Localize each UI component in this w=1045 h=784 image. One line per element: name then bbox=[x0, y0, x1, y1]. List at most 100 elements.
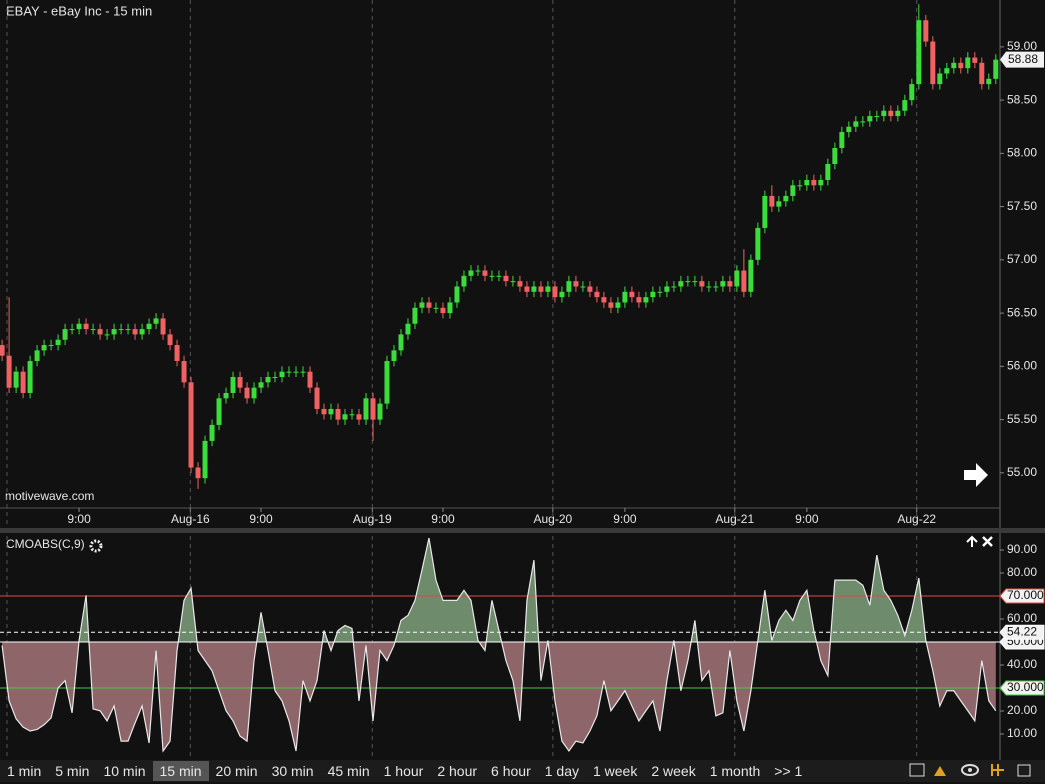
candle-body bbox=[90, 329, 96, 331]
candle-body bbox=[832, 148, 838, 165]
candle-body bbox=[573, 281, 579, 287]
candle-body bbox=[188, 382, 194, 468]
candle-body bbox=[349, 414, 355, 416]
candle-body bbox=[860, 121, 866, 123]
y-tick-label: 55.00 bbox=[1007, 465, 1037, 479]
settings-icon[interactable] bbox=[89, 539, 103, 553]
icon[interactable] bbox=[934, 765, 946, 776]
timeframe-button[interactable]: 6 hour bbox=[491, 763, 531, 779]
candle-body bbox=[69, 329, 75, 331]
candle-body bbox=[447, 302, 453, 314]
x-tick-label: 9:00 bbox=[67, 512, 91, 526]
x-tick-label: Aug-20 bbox=[533, 512, 572, 526]
x-tick-label: 9:00 bbox=[795, 512, 819, 526]
icon[interactable] bbox=[1017, 764, 1031, 776]
icon[interactable] bbox=[991, 763, 1004, 776]
candle-body bbox=[909, 84, 915, 101]
candle-body bbox=[202, 440, 208, 479]
candle-body bbox=[195, 467, 201, 479]
watermark: motivewave.com bbox=[5, 489, 94, 503]
y-tick-label: 58.50 bbox=[1007, 92, 1037, 106]
timeframe-button[interactable]: 15 min bbox=[152, 761, 209, 781]
candle-body bbox=[790, 185, 796, 196]
candle-body bbox=[517, 281, 523, 287]
candle-body bbox=[755, 227, 761, 260]
candle-body bbox=[580, 286, 586, 288]
candle-body bbox=[356, 414, 362, 420]
candle-body bbox=[524, 286, 530, 292]
candle-body bbox=[692, 281, 698, 283]
y-tick-label: 59.00 bbox=[1007, 39, 1037, 53]
timeframe-button[interactable]: 10 min bbox=[103, 763, 146, 779]
candle-body bbox=[62, 329, 68, 340]
timeframe-button[interactable]: 5 min bbox=[55, 763, 90, 779]
candle-body bbox=[286, 371, 292, 373]
timeframe-button[interactable]: 30 min bbox=[271, 763, 314, 779]
timeframe-button[interactable]: 1 month bbox=[709, 763, 761, 779]
price-marker bbox=[1000, 51, 1044, 68]
candle-body bbox=[174, 345, 180, 362]
candle-body bbox=[237, 377, 243, 388]
candle-body bbox=[258, 382, 264, 388]
timeframe-button[interactable]: 1 hour bbox=[383, 763, 424, 779]
icon[interactable] bbox=[909, 763, 925, 776]
x-tick-label: 9:00 bbox=[249, 512, 273, 526]
candle-body bbox=[678, 281, 684, 287]
candle-body bbox=[146, 323, 152, 330]
area-below bbox=[2, 642, 996, 752]
icons[interactable] bbox=[908, 761, 1038, 779]
candle-body bbox=[888, 110, 894, 117]
candle-body bbox=[419, 302, 425, 308]
candle-body bbox=[734, 270, 740, 287]
candle-body bbox=[76, 323, 82, 330]
close-icon[interactable] bbox=[982, 536, 993, 547]
more-button[interactable]: >> 1 bbox=[774, 763, 803, 779]
timeframe-button[interactable]: 2 week bbox=[651, 763, 696, 779]
candle-body bbox=[720, 281, 726, 287]
candle-body bbox=[132, 329, 138, 335]
candle-body bbox=[118, 329, 124, 331]
toolbar-icons bbox=[901, 759, 1045, 784]
candle-body bbox=[944, 68, 950, 74]
timeframe-button[interactable]: 45 min bbox=[327, 763, 370, 779]
timeframe-button[interactable]: 1 day bbox=[544, 763, 579, 779]
timeframe-button[interactable]: 20 min bbox=[215, 763, 258, 779]
panel-divider bbox=[0, 528, 1045, 533]
candle-body bbox=[608, 302, 614, 308]
candle-body bbox=[923, 20, 929, 42]
candle-body bbox=[846, 126, 852, 133]
candle-body bbox=[167, 334, 173, 346]
x-tick-label: 9:00 bbox=[431, 512, 455, 526]
candle-body bbox=[41, 345, 47, 351]
candle-body bbox=[244, 387, 250, 399]
candle-body bbox=[6, 355, 12, 388]
candle-body bbox=[55, 339, 61, 346]
candle-body bbox=[818, 179, 824, 186]
average-line-label: 54.22 bbox=[1007, 624, 1037, 638]
scroll-arrow[interactable] bbox=[964, 463, 988, 487]
candle-body bbox=[125, 329, 131, 331]
candle-body bbox=[510, 281, 516, 283]
timeframe-button[interactable]: 1 min bbox=[7, 763, 42, 779]
last-price-label: 58.88 bbox=[1008, 52, 1038, 66]
candle-body bbox=[741, 270, 747, 292]
y-tick-label: 80.00 bbox=[1007, 565, 1037, 579]
candle-body bbox=[685, 281, 691, 283]
candle-body bbox=[587, 286, 593, 292]
icon[interactable] bbox=[961, 763, 979, 776]
timeframe-button[interactable]: 2 hour bbox=[437, 763, 478, 779]
candle-body bbox=[650, 291, 656, 298]
candle-body bbox=[370, 398, 376, 420]
candle-body bbox=[300, 371, 306, 373]
move-up-icon[interactable] bbox=[966, 535, 978, 547]
timeframe-button[interactable]: 1 week bbox=[592, 763, 638, 779]
candle-body bbox=[209, 424, 215, 441]
candle-body bbox=[223, 392, 229, 399]
chart-title: EBAY - eBay Inc - 15 min bbox=[6, 3, 152, 18]
candle-body bbox=[552, 286, 558, 298]
candle-body bbox=[482, 270, 488, 276]
candle-body bbox=[706, 286, 712, 288]
candle-body bbox=[531, 286, 537, 292]
candle-body bbox=[699, 281, 705, 287]
icon[interactable] bbox=[968, 767, 972, 772]
